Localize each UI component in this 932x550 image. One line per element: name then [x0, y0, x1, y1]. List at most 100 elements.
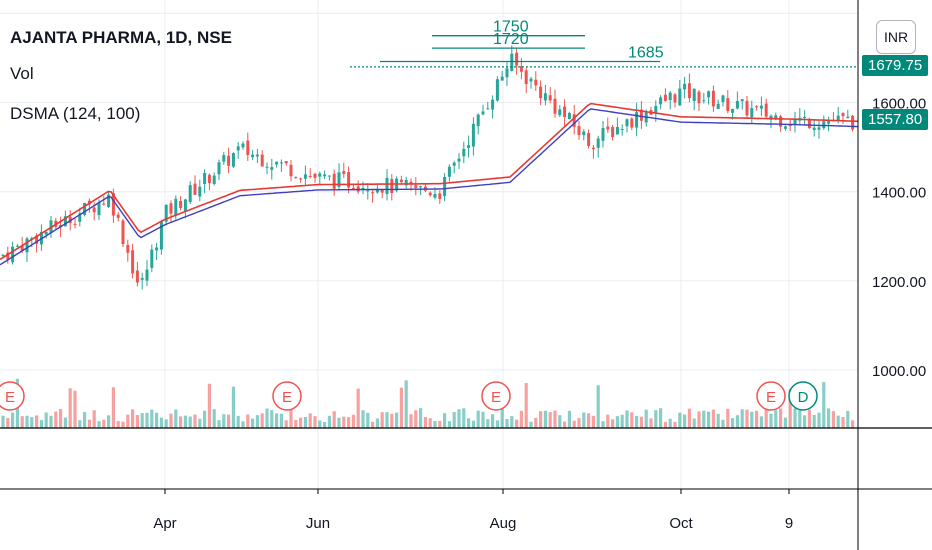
- candle-body: [102, 203, 106, 205]
- candle-body: [803, 116, 807, 118]
- candle-body: [198, 186, 202, 197]
- volume-bar: [11, 412, 15, 428]
- candle-body: [385, 177, 389, 194]
- candle-body: [491, 99, 495, 110]
- candle-body: [404, 179, 408, 186]
- event-marker-label: E: [282, 389, 292, 406]
- candle-body: [611, 127, 615, 138]
- candle-body: [630, 118, 634, 128]
- candle-body: [289, 164, 293, 177]
- x-tick-label: Oct: [669, 515, 693, 532]
- currency-button[interactable]: INR: [876, 20, 916, 54]
- candle-body: [678, 88, 682, 106]
- candle-body: [193, 183, 197, 195]
- symbol-title[interactable]: AJANTA PHARMA, 1D, NSE: [10, 28, 232, 47]
- volume-bar: [495, 420, 499, 428]
- volume-bar: [433, 421, 437, 428]
- candle-body: [534, 79, 538, 86]
- volume-bar: [471, 420, 475, 428]
- volume-bar: [606, 414, 610, 428]
- volume-bar: [788, 389, 792, 428]
- event-marker-label: E: [5, 389, 15, 406]
- y-tick-label: 1000.00: [872, 363, 926, 380]
- x-tick-label: Aug: [490, 515, 517, 532]
- volume-bar: [452, 412, 456, 428]
- volume-bar: [68, 388, 72, 428]
- volume-bar: [131, 409, 135, 428]
- candle-body: [174, 198, 178, 216]
- candle-body: [447, 166, 451, 177]
- volume-bar: [803, 415, 807, 428]
- candle-body: [836, 115, 840, 122]
- volume-bar: [515, 419, 519, 428]
- volume-bar: [174, 409, 178, 428]
- candle-body: [83, 202, 87, 215]
- volume-bar: [39, 420, 43, 428]
- candle-body: [342, 171, 346, 174]
- candle-body: [169, 203, 173, 214]
- candle-body: [1, 254, 5, 256]
- candle-body: [716, 103, 720, 109]
- candle-body: [764, 103, 768, 117]
- volume-bar: [251, 418, 255, 428]
- candle-body: [711, 90, 715, 107]
- volume-bar: [615, 416, 619, 428]
- volume-bar: [673, 421, 677, 428]
- candle-body: [462, 148, 466, 157]
- volume-bar: [783, 417, 787, 428]
- candle-body: [692, 88, 696, 101]
- volume-bar: [572, 420, 576, 428]
- volume-bar: [169, 413, 173, 428]
- candle-body: [659, 97, 663, 105]
- candle-body: [270, 167, 274, 170]
- candle-body: [519, 66, 523, 72]
- candle-body: [337, 172, 341, 187]
- volume-label[interactable]: Vol: [10, 64, 34, 83]
- candle-body: [553, 98, 557, 114]
- volume-bar: [630, 412, 634, 428]
- volume-bar: [371, 421, 375, 428]
- volume-bar: [745, 409, 749, 428]
- volume-bar: [510, 416, 514, 428]
- candle-body: [500, 76, 504, 81]
- candle-body: [236, 146, 240, 151]
- candle-body: [323, 174, 327, 177]
- candle-body: [587, 133, 591, 146]
- candle-body: [759, 105, 763, 109]
- dsma-fast-line: [0, 102, 859, 261]
- candle-body: [265, 166, 269, 168]
- volume-bar: [308, 413, 312, 428]
- volume-bar: [750, 411, 754, 428]
- volume-bar: [30, 417, 34, 428]
- candle-body: [275, 161, 279, 165]
- candle-body: [851, 115, 855, 130]
- volume-bar: [447, 421, 451, 428]
- candle-body: [419, 186, 423, 188]
- volume-bar: [759, 416, 763, 428]
- volume-bar: [467, 418, 471, 428]
- y-tick-label: 1400.00: [872, 185, 926, 202]
- candle-body: [620, 128, 624, 130]
- candle-body: [735, 101, 739, 109]
- price-level-label: 1685: [628, 45, 664, 62]
- candle-body: [582, 131, 586, 136]
- indicator-label[interactable]: DSMA (124, 100): [10, 104, 141, 123]
- volume-bar: [678, 412, 682, 428]
- candle-body: [227, 155, 231, 166]
- candle-body: [577, 126, 581, 136]
- volume-bar: [260, 413, 264, 428]
- candle-body: [707, 91, 711, 98]
- volume-bar: [102, 419, 106, 428]
- candle-body: [697, 91, 701, 104]
- candle-body: [299, 178, 303, 180]
- volume-bar: [524, 383, 528, 428]
- candle-body: [457, 158, 461, 162]
- volume-bar: [827, 408, 831, 428]
- candle-body: [294, 177, 298, 179]
- volume-bar: [399, 387, 403, 428]
- volume-bar: [236, 415, 240, 428]
- volume-bar: [812, 415, 816, 428]
- volume-bar: [639, 416, 643, 428]
- volume-bar: [779, 408, 783, 428]
